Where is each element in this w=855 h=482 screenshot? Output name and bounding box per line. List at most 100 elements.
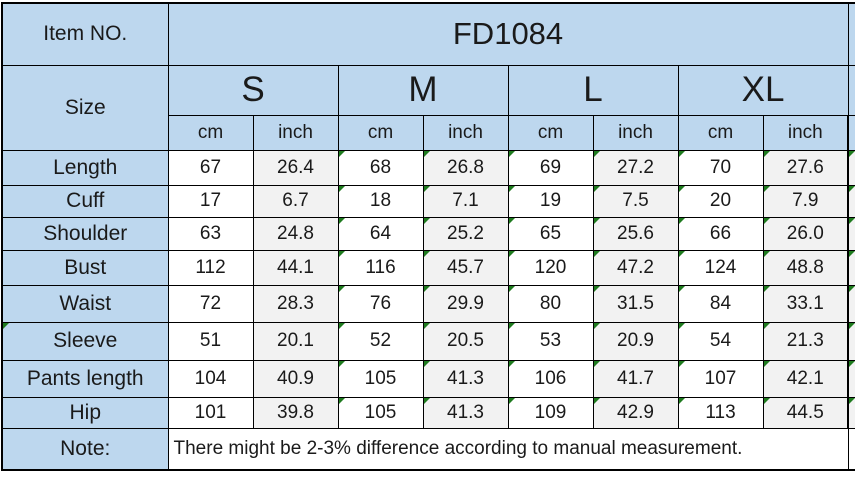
row-label: Shoulder [1, 216, 169, 251]
cell-error-triangle-icon [849, 398, 855, 404]
cell-value: 124 [677, 249, 764, 286]
cell-value: 107 [677, 359, 764, 398]
cell-value: 21.3 [762, 321, 850, 361]
table-row: Pants length 104 40.9 105 41.3 106 41.7 … [1, 359, 855, 398]
cell-value: 17 [167, 184, 254, 218]
cell-error-triangle-icon [849, 218, 855, 224]
note-row: Note: There might be 2-3% difference acc… [1, 427, 855, 471]
size-chart-table: Item NO. FD1084 Size S M L XL cm inch cm… [1, 2, 855, 471]
row-label: Pants length [1, 359, 169, 398]
row-label: Sleeve [1, 321, 169, 361]
cell-error-triangle-icon [424, 186, 430, 192]
cell-value: 80 [507, 284, 594, 323]
table-row: Sleeve 51 20.1 52 20.5 53 20.9 54 21.3 [1, 321, 855, 361]
cell-value: 106 [507, 359, 594, 398]
cell-error-triangle-icon [849, 361, 855, 367]
cell-error-triangle-icon [764, 186, 770, 192]
cell-value: 20.5 [422, 321, 509, 361]
cell-error-triangle-icon [594, 151, 600, 157]
cell-value: 44.5 [762, 396, 850, 429]
cell-error-triangle-icon [764, 361, 770, 367]
item-no-value: FD1084 [167, 2, 849, 66]
cell-value: 45.7 [422, 249, 509, 286]
cell-value: 27.2 [592, 149, 679, 186]
cell-value: 51 [167, 321, 254, 361]
cell-error-triangle-icon [679, 323, 685, 329]
cell-value: 28.3 [252, 284, 339, 323]
cell-error-triangle-icon [849, 151, 855, 157]
cell-value: 24.8 [252, 216, 339, 251]
cell-value: 101 [167, 396, 254, 429]
cell-value: 113 [677, 396, 764, 429]
table-row: Waist 72 28.3 76 29.9 80 31.5 84 33.1 [1, 284, 855, 323]
cell-value: 31.5 [592, 284, 679, 323]
cell-value: 69 [507, 149, 594, 186]
cell-value: 65 [507, 216, 594, 251]
row-label: Cuff [1, 184, 169, 218]
cell-value: 105 [337, 359, 424, 398]
cell-value: 41.7 [592, 359, 679, 398]
item-no-label: Item NO. [1, 2, 169, 66]
measurement-rows: Length 67 26.4 68 26.8 69 27.2 70 27.6 C… [1, 149, 855, 429]
cell-value: 47.2 [592, 249, 679, 286]
cell-value: 25.2 [422, 216, 509, 251]
cell-value: 54 [677, 321, 764, 361]
cell-value: 7.5 [592, 184, 679, 218]
cell-error-triangle-icon [3, 323, 9, 329]
cell-value: 39.8 [252, 396, 339, 429]
table-row: Cuff 17 6.7 18 7.1 19 7.5 20 7.9 [1, 184, 855, 218]
cell-value: 42.1 [762, 359, 850, 398]
cell-error-triangle-icon [594, 251, 600, 257]
cell-error-triangle-icon [339, 286, 345, 292]
cell-error-triangle-icon [424, 286, 430, 292]
cell-value: 109 [507, 396, 594, 429]
table-row: Bust 112 44.1 116 45.7 120 47.2 124 48.8 [1, 249, 855, 286]
cell-value: 112 [167, 249, 254, 286]
cell-error-triangle-icon [764, 286, 770, 292]
unit-inch-header: inch [422, 114, 509, 151]
cell-error-triangle-icon [424, 151, 430, 157]
cell-value: 25.6 [592, 216, 679, 251]
cell-error-triangle-icon [679, 361, 685, 367]
cell-value: 70 [677, 149, 764, 186]
size-m-header: M [337, 64, 509, 116]
row-label: Hip [1, 396, 169, 429]
row-label: Length [1, 149, 169, 186]
cell-value: 105 [337, 396, 424, 429]
cell-error-triangle-icon [424, 251, 430, 257]
sliver-cell [847, 216, 855, 251]
unit-inch-header: inch [592, 114, 679, 151]
cell-error-triangle-icon [679, 251, 685, 257]
cell-error-triangle-icon [679, 398, 685, 404]
cell-error-triangle-icon [424, 323, 430, 329]
cell-error-triangle-icon [764, 398, 770, 404]
cell-value: 76 [337, 284, 424, 323]
cell-value: 29.9 [422, 284, 509, 323]
cell-error-triangle-icon [424, 398, 430, 404]
cell-error-triangle-icon [679, 151, 685, 157]
unit-cm-header: cm [337, 114, 424, 151]
cell-error-triangle-icon [594, 361, 600, 367]
cell-error-triangle-icon [509, 398, 515, 404]
unit-cm-header: cm [167, 114, 254, 151]
cell-value: 52 [337, 321, 424, 361]
cell-error-triangle-icon [594, 218, 600, 224]
sliver-cell [847, 396, 855, 429]
unit-inch-header: inch [762, 114, 850, 151]
cell-value: 68 [337, 149, 424, 186]
cell-error-triangle-icon [509, 286, 515, 292]
cell-value: 41.3 [422, 396, 509, 429]
size-xl-header: XL [677, 64, 849, 116]
sliver-cell [847, 2, 855, 66]
note-label: Note: [1, 427, 169, 471]
size-letters-row: Size S M L XL [1, 64, 855, 151]
cell-value: 7.9 [762, 184, 850, 218]
cell-value: 53 [507, 321, 594, 361]
unit-inch-header: inch [252, 114, 339, 151]
cell-value: 20.1 [252, 321, 339, 361]
sliver-cell [847, 149, 855, 186]
size-header-label: Size [1, 64, 169, 151]
size-s-header: S [167, 64, 339, 116]
cell-error-triangle-icon [594, 398, 600, 404]
cell-value: 26.4 [252, 149, 339, 186]
